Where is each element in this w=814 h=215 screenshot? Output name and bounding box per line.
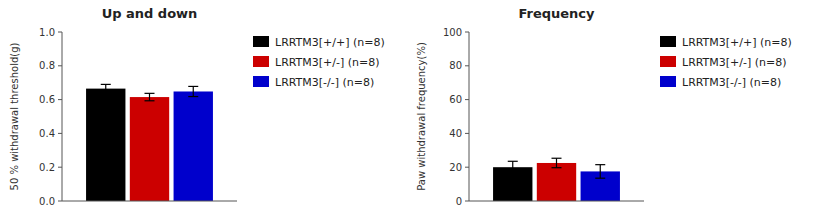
y-tick [465,167,469,168]
error-bar [145,93,155,100]
y-tick-label: 80 [449,60,462,71]
legend-label: LRRTM3[-/-] (n=8) [275,76,374,89]
legend-label: LRRTM3[+/+] (n=8) [682,36,792,49]
error-bar [552,158,562,167]
legend-swatch [660,36,676,47]
y-tick-label: 0 [456,196,462,207]
y-tick-label: 40 [449,128,462,139]
y-tick [465,133,469,134]
legend-label: LRRTM3[+/+] (n=8) [275,36,385,49]
y-tick [58,65,62,66]
legend: LRRTM3[+/+] (n=8) LRRTM3[+/-] (n=8) LRRTM3… [253,36,385,89]
legend-swatch [660,56,676,67]
y-tick-label: 0.8 [39,60,55,71]
x-axis [469,201,644,202]
plot-area [493,158,620,201]
legend-label: LRRTM3[+/-] (n=8) [682,56,787,69]
legend-swatch [660,76,676,87]
y-tick-label: 0.6 [39,94,55,105]
y-axis-label: 50 % withdrawal threshold(g) [9,42,20,190]
figure: Up and down 50 % withdrawal threshold(g) 0… [0,0,814,215]
title: Frequency [518,6,595,21]
bar [174,91,213,201]
y-tick-label: 0.0 [39,196,55,207]
error-bar [101,84,111,92]
y-tick-label: 0.4 [39,128,55,139]
y-tick-label: 60 [449,94,462,105]
y-tick-label: 20 [449,162,462,173]
bar [537,163,576,201]
y-tick-label: 1.0 [39,27,55,38]
y-axis-label: Paw withdrawal frequency(%) [416,42,427,191]
legend-swatch [253,56,269,67]
y-tick [58,167,62,168]
x-axis [62,201,237,202]
error-bar [508,161,518,173]
y-axis [469,32,470,201]
legend: LRRTM3[+/+] (n=8) LRRTM3[+/-] (n=8) LRRTM3… [660,36,792,89]
y-tick [465,99,469,100]
y-tick-label: 100 [443,27,462,38]
y-tick [58,32,62,33]
bar [86,89,125,201]
plot-area [86,84,213,201]
chart: Up and down 50 % withdrawal threshold(g) 0… [9,6,385,207]
y-tick [58,201,62,202]
y-tick [58,99,62,100]
y-tick [465,201,469,202]
bar [130,97,169,201]
y-tick-label: 0.2 [39,162,55,173]
legend-label: LRRTM3[-/-] (n=8) [682,76,781,89]
y-tick [465,32,469,33]
legend-swatch [253,36,269,47]
legend-swatch [253,76,269,87]
error-bar [188,86,198,96]
legend-label: LRRTM3[+/-] (n=8) [275,56,380,69]
title: Up and down [102,6,198,21]
chart: Frequency Paw withdrawal frequency(%) 0 20 4… [416,6,792,207]
y-tick [58,133,62,134]
y-tick [465,65,469,66]
y-axis [62,32,63,201]
error-bar [595,165,605,179]
